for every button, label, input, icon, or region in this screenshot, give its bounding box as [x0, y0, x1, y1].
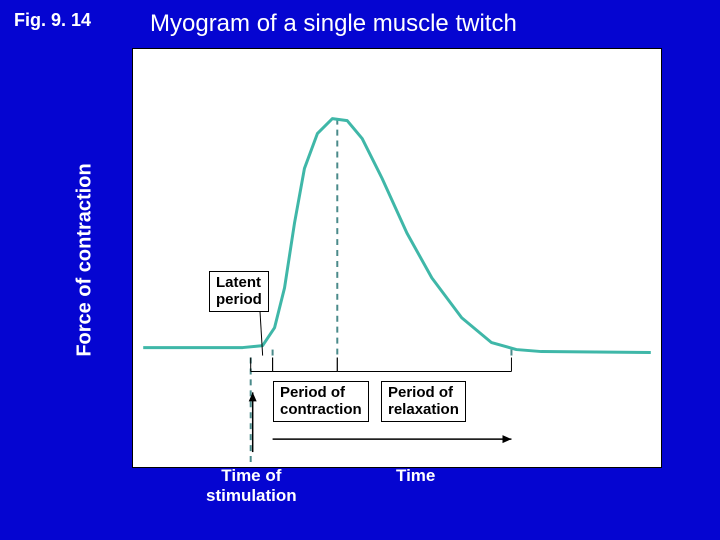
- label-text: Period of: [280, 384, 362, 401]
- label-text: Time of: [206, 466, 297, 486]
- y-axis-label: Force of contraction: [74, 163, 97, 356]
- label-text: Period of: [388, 384, 459, 401]
- brackets: [251, 358, 512, 372]
- contraction-period-label: Period of contraction: [273, 381, 369, 422]
- slide: Fig. 9. 14 Myogram of a single muscle tw…: [0, 0, 720, 540]
- twitch-curve: [143, 119, 651, 353]
- chart-area: Latent period Period of contraction Peri…: [132, 48, 662, 468]
- label-text: contraction: [280, 401, 362, 418]
- stimulation-time-label: Time of stimulation: [206, 466, 297, 507]
- label-text: period: [216, 291, 262, 308]
- time-arrow: [273, 435, 512, 443]
- time-axis-label: Time: [396, 466, 435, 486]
- latent-period-label: Latent period: [209, 271, 269, 312]
- latent-connector: [260, 306, 263, 356]
- slide-title: Myogram of a single muscle twitch: [150, 10, 517, 38]
- label-text: stimulation: [206, 486, 297, 506]
- stim-arrow: [249, 392, 257, 452]
- label-text: Latent: [216, 274, 262, 291]
- relaxation-period-label: Period of relaxation: [381, 381, 466, 422]
- label-text: relaxation: [388, 401, 459, 418]
- figure-number: Fig. 9. 14: [14, 10, 91, 31]
